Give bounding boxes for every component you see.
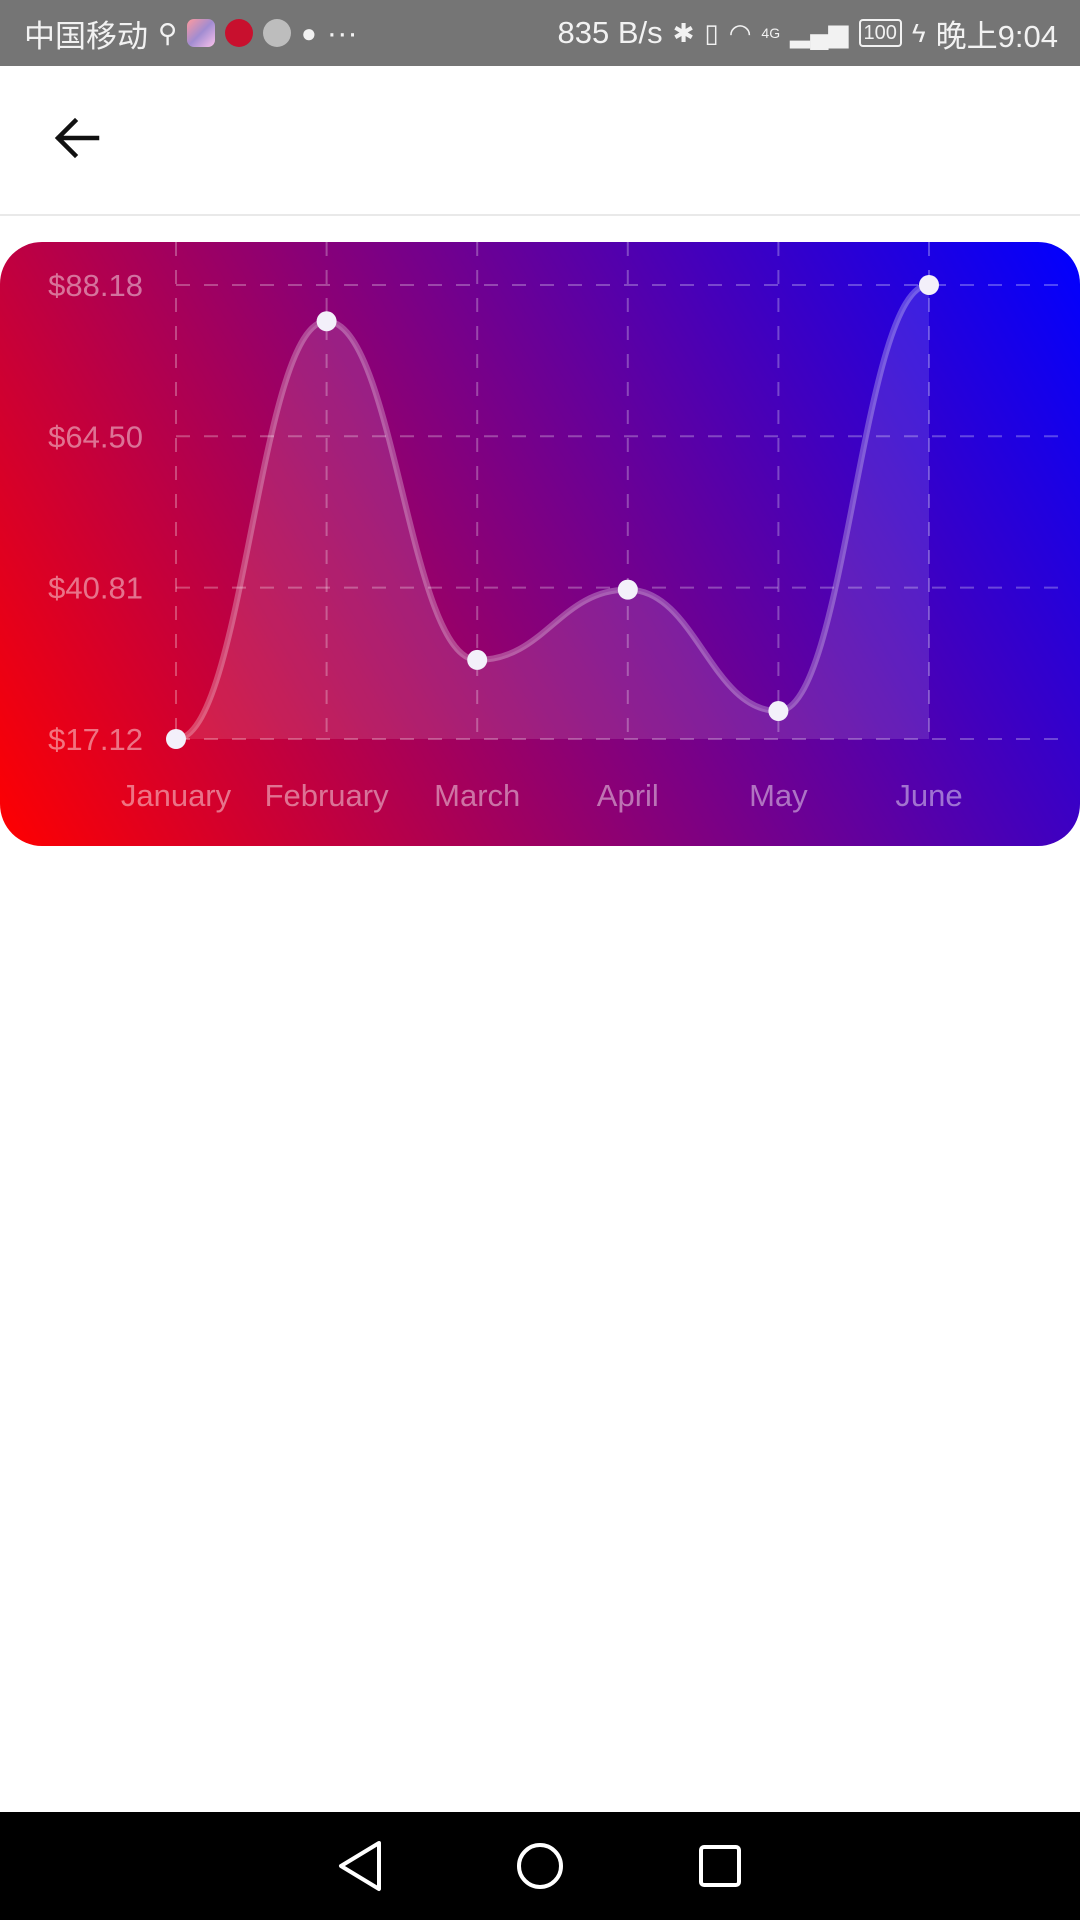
recents-square-icon (699, 1845, 741, 1887)
data-point-may (768, 701, 789, 722)
y-tick-label: $17.12 (48, 722, 143, 757)
net-speed: 835 B/s (557, 15, 663, 50)
back-button[interactable] (36, 102, 116, 174)
data-point-april (617, 579, 638, 600)
app-icon (263, 19, 292, 47)
more-notifications: ··· (326, 15, 358, 50)
nav-home-button[interactable] (505, 1831, 575, 1901)
x-tick-label: February (265, 778, 390, 813)
x-tick-label: March (434, 778, 520, 813)
app-bar (0, 66, 1080, 216)
x-tick-label: January (121, 778, 232, 813)
status-bar: 中国移动 ⚲ ● ··· 835 B/s ✱ ▯ ◠ 4G ▂▄▆ 100 ϟ … (0, 0, 1080, 66)
wifi-icon: ◠ (728, 18, 752, 48)
data-point-january (166, 729, 186, 749)
chart-card: $17.12 $40.81 $64.50 $88.18 January February M… (0, 242, 1080, 846)
arrow-left-icon (54, 117, 100, 159)
usb-icon: ⚲ (158, 18, 178, 48)
status-right: 835 B/s ✱ ▯ ◠ 4G ▂▄▆ 100 ϟ 晚上9:04 (557, 11, 1058, 56)
series-area (176, 285, 929, 739)
clock: 晚上9:04 (935, 18, 1058, 54)
data-point-february (316, 311, 337, 332)
back-triangle-icon (339, 1841, 381, 1891)
data-point-march (467, 649, 488, 670)
y-tick-label: $64.50 (48, 419, 143, 454)
network-type: 4G (761, 25, 781, 41)
bluetooth-icon: ✱ (672, 18, 695, 48)
y-tick-label: $40.81 (48, 571, 143, 606)
signal-icon: ▂▄▆ (790, 18, 849, 48)
y-tick-label: $88.18 (48, 268, 143, 303)
charging-icon: ϟ (911, 18, 926, 48)
series-line (173, 282, 932, 742)
navigation-bar (0, 1812, 1080, 1920)
home-circle-icon (517, 1843, 563, 1889)
x-tick-label: April (597, 778, 659, 813)
carrier-label: 中国移动 (24, 18, 148, 54)
line-chart: $17.12 $40.81 $64.50 $88.18 January February M… (48, 242, 1060, 813)
nav-back-button[interactable] (325, 1831, 395, 1901)
vibrate-icon: ▯ (704, 18, 719, 48)
x-tick-label: May (749, 778, 808, 813)
nav-recents-button[interactable] (685, 1831, 755, 1901)
app-icon (187, 19, 216, 47)
status-left: 中国移动 ⚲ ● ··· (24, 11, 358, 56)
x-tick-label: June (895, 778, 962, 813)
battery-icon: 100 (858, 19, 902, 47)
data-point-june (919, 275, 939, 295)
app-icon (225, 19, 254, 47)
chat-icon: ● (301, 18, 317, 48)
